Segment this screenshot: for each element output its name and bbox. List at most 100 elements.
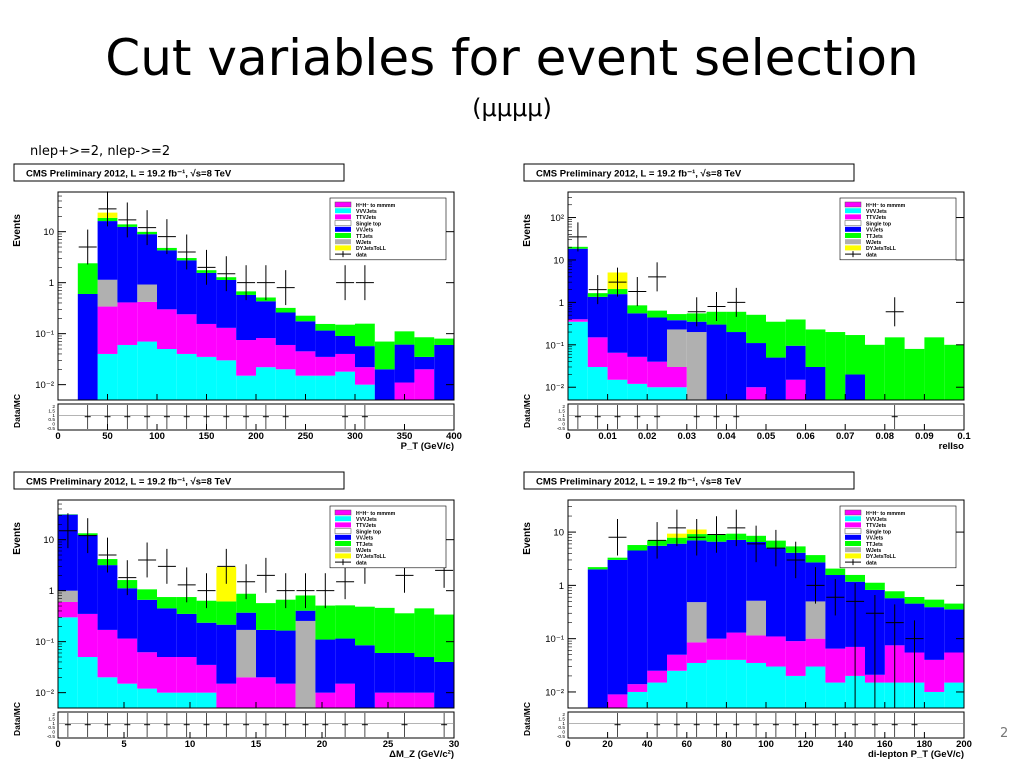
x-tick-label: 0.07 [836,431,855,442]
x-tick-label: 180 [916,739,932,750]
stack-bar-vvjets [58,514,78,591]
x-tick-label: 120 [798,739,814,750]
stack-bar-vvjets [667,543,687,655]
y-tick-label: 10⁻² [35,380,54,391]
legend-swatch [845,547,861,553]
stack-bar-ttjets [785,319,806,346]
stack-bar-vvvjets [97,353,118,400]
stack-bar-ttjets [865,344,885,400]
legend-label: TTVJets [356,523,376,529]
y-tick-label: 10⁻² [545,687,564,698]
data-point [98,191,117,227]
data-point [786,541,805,579]
stack-bar-vvvjets [196,692,217,708]
stack-bar-vvvjets [746,662,766,708]
stack-bar-ttvjets [335,353,355,372]
stack-bar-vvvjets [766,666,786,708]
legend-label: TTVJets [356,215,376,221]
y-tick-label: 1 [49,278,54,289]
stack-bar-vvjets [746,343,766,388]
chart-reliso: CMS Preliminary 2012, L = 19.2 fb⁻¹, √s=… [522,163,971,452]
stack-bar-vvvjets [825,682,846,708]
stack-bar-ttjets [335,324,355,336]
y-tick-label: 1 [49,586,54,597]
ratio-tick-label: 1 [562,413,565,419]
data-point [276,270,295,306]
chart-header: CMS Preliminary 2012, L = 19.2 fb⁻¹, √s=… [536,169,742,180]
y-tick-label: 10⁻² [35,688,54,699]
data-point [237,265,256,301]
legend-label: VVVJets [866,517,887,523]
stack-bar-ttjets [394,331,415,345]
stack-bar-ttjets [766,321,786,358]
x-tick-label: 0.03 [678,431,697,442]
stack-bar-ttvjets [275,344,296,370]
stack-bar-vvjets [295,610,316,621]
stack-bar-wjets [236,629,256,678]
stack-bar-vvvjets [686,662,707,708]
data-point [648,522,667,559]
stack-bar-ttjets [924,337,945,400]
stack-bar-vvvjets [77,657,98,708]
legend-label: data [356,560,367,566]
stack-bar-ttvjets [805,638,826,667]
x-tick-label: 0.08 [876,431,895,442]
stack-bar-wjets [805,601,826,639]
stack-bar-ttjets [414,608,435,658]
x-tick-label: 15 [251,739,262,750]
stack-bar-ttvjets [256,338,276,368]
y-tick-label: 10⁻¹ [35,637,54,648]
data-point [177,567,196,603]
x-tick-label: 5 [121,739,127,750]
stack-bar-vvjets [216,279,237,328]
y-tick-label: 10⁻¹ [545,340,564,351]
stack-bar-ttvjets [236,677,256,708]
data-point [826,578,845,616]
chart-dilepton-pt: CMS Preliminary 2012, L = 19.2 fb⁻¹, √s=… [522,471,972,760]
ratio-tick-label: 0 [562,422,565,428]
stack-bar-ttjets [315,605,336,640]
data-point [846,583,865,708]
legend-swatch [335,547,351,553]
stack-bar-ttjets [434,614,454,662]
y-axis-label: Events [522,522,533,555]
stack-bar-ttvjets [216,327,237,361]
stack-bar-vvjets [394,652,415,693]
stack-bar-vvjets [335,335,355,354]
stack-bar-vvvjets [607,379,628,400]
stack-bar-vvjets [568,248,588,320]
stack-bar-ttvjets [137,652,157,689]
stack-bar-ttjets [667,314,687,321]
stack-bar-vvvjets [568,321,588,400]
data-point [256,265,275,301]
stack-bar-vvvjets [335,371,355,400]
stack-bar-vvjets [256,301,276,339]
stack-bar-ttvjets [216,683,237,708]
legend-label: TTJets [356,542,373,548]
data-point [237,564,256,600]
stack-bar-vvjets [355,645,375,708]
legend-label: H⁺H⁻ to mmmm [356,511,396,517]
page-number: 2 [1000,726,1009,741]
legend-label: data [356,252,367,258]
ratio-tick-label: 0 [52,730,55,736]
data-point [885,604,904,708]
stack-bar-vvvjets [706,659,727,708]
stack-bar-ttjets [647,310,667,318]
stack-bar-ttvjets [137,301,157,342]
chart-header: CMS Preliminary 2012, L = 19.2 fb⁻¹, √s=… [536,477,742,488]
stack-bar-vvjets [77,535,98,614]
stack-bar-ttvjets [627,356,648,384]
x-tick-label: 0.05 [757,431,776,442]
stack-bar-vvvjets [117,683,138,708]
stack-bar-vvvjets [275,369,296,400]
data-point [118,560,137,596]
stack-bar-ttjets [746,314,766,344]
chart-header-box [523,163,855,182]
stack-bar-vvvjets [647,682,667,708]
legend-swatch [845,226,861,232]
legend-swatch [845,516,861,522]
legend-label: TTJets [866,542,883,548]
stack-bar-ttjets [845,574,865,582]
